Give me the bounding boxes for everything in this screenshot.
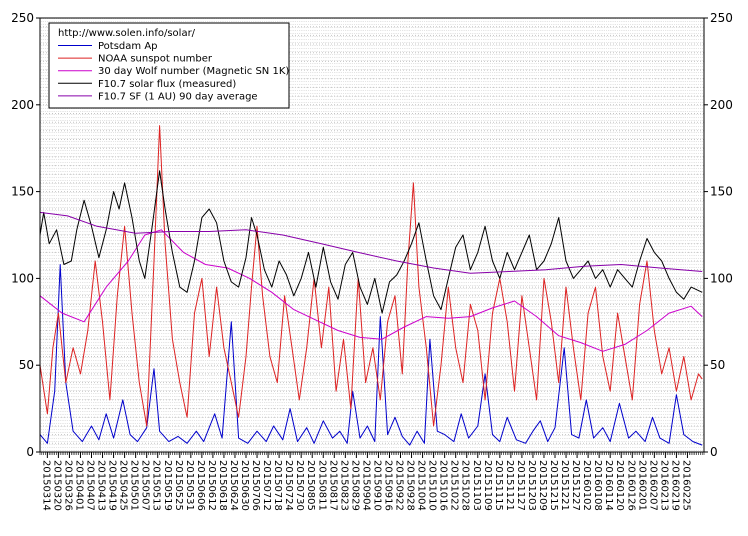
x-tick-label: 20150712: [261, 460, 272, 511]
x-tick-label: 20150425: [118, 460, 129, 511]
x-tick-label: 20160219: [669, 460, 680, 511]
x-tick-label: 20150401: [74, 460, 85, 511]
legend-label: NOAA sunspot number: [98, 54, 213, 65]
x-tick-label: 20151215: [548, 460, 559, 511]
x-tick-label: 20151004: [416, 460, 427, 511]
y-tick-label-right: 0: [710, 445, 718, 459]
x-tick-label: 20150407: [85, 460, 96, 511]
legend-label: 30 day Wolf number (Magnetic SN 1K): [98, 66, 289, 77]
x-tick-label: 20151109: [482, 460, 493, 511]
x-tick-label: 20150519: [162, 460, 173, 511]
x-tick-label: 20160102: [581, 460, 592, 511]
x-tick-label: 20150910: [371, 460, 382, 511]
x-tick-label: 20150618: [217, 460, 228, 511]
x-tick-label: 20150706: [250, 460, 261, 511]
legend: http://www.solen.info/solar/ Potsdam Ap N…: [48, 22, 290, 109]
x-tick-label: 20160114: [603, 460, 614, 511]
legend-box: [48, 22, 290, 109]
x-tick-label: 20150922: [394, 460, 405, 511]
x-tick-label: 20160201: [636, 460, 647, 511]
x-tick-label: 20160207: [647, 460, 658, 511]
x-tick-label: 20151028: [460, 460, 471, 511]
x-tick-label: 20151209: [537, 460, 548, 511]
x-tick-label: 20150531: [184, 460, 195, 511]
x-tick-label: 20150811: [316, 460, 327, 511]
series-line-4: [39, 211, 703, 274]
x-tick-label: 20151203: [526, 460, 537, 511]
x-tick-label: 20151221: [559, 460, 570, 511]
x-tick-label: 20150718: [272, 460, 283, 511]
y-tick-label-right: 200: [710, 98, 733, 112]
x-tick-label: 20151016: [438, 460, 449, 511]
x-tick-label: 20150817: [327, 460, 338, 511]
x-tick-label: 20160225: [680, 460, 691, 511]
x-tick-label: 20150624: [228, 460, 239, 511]
x-tick-label: 20150507: [140, 460, 151, 511]
x-tick-label: 20150612: [206, 460, 217, 511]
x-tick-label: 20151010: [427, 460, 438, 511]
x-tick-label: 20160120: [614, 460, 625, 511]
x-tick-label: 20150606: [195, 460, 206, 511]
legend-label: F10.7 solar flux (measured): [98, 79, 236, 90]
x-tick-label: 20160213: [658, 460, 669, 511]
y-tick-label: 200: [11, 98, 34, 112]
x-tick-label: 20150823: [338, 460, 349, 511]
x-tick-label: 20151227: [570, 460, 581, 511]
x-tick-label: 20150730: [294, 460, 305, 511]
x-tick-label: 20150525: [173, 460, 184, 511]
x-tick-label: 20151115: [493, 460, 504, 511]
legend-label: F10.7 SF (1 AU) 90 day average: [98, 91, 258, 102]
x-tick-label: 20151121: [504, 460, 515, 511]
x-tick-label: 20150413: [96, 460, 107, 511]
x-tick-label: 20150326: [62, 460, 73, 511]
x-tick-label: 20150320: [51, 460, 62, 511]
x-tick-label: 20150916: [383, 460, 394, 511]
x-tick-label: 20150630: [239, 460, 250, 511]
x-tick-label: 20150513: [151, 460, 162, 511]
legend-label: Potsdam Ap: [98, 41, 158, 52]
x-axis: 20150314 20150320 20150326 20150401 20150407…: [39, 452, 705, 511]
y-tick-label: 0: [26, 445, 34, 459]
y-tick-label: 50: [19, 358, 34, 372]
series-lines: [39, 125, 703, 446]
series-line-3: [39, 170, 703, 314]
x-tick-label: 20150314: [40, 460, 51, 511]
x-tick-label: 20151127: [515, 460, 526, 511]
series-line-2: [39, 229, 703, 352]
x-tick-label: 20150904: [360, 460, 371, 511]
x-tick-label: 20150419: [107, 460, 118, 511]
x-tick-label: 20150805: [305, 460, 316, 511]
legend-header: http://www.solen.info/solar/: [58, 28, 196, 39]
series-line-0: [39, 264, 703, 446]
y-tick-label: 150: [11, 185, 34, 199]
y-tick-label-right: 50: [710, 358, 725, 372]
plot-frame: [39, 17, 705, 453]
x-tick-label: 20151103: [471, 460, 482, 511]
x-tick-label: 20160126: [625, 460, 636, 511]
x-tick-label: 20150928: [405, 460, 416, 511]
y-tick-label-right: 250: [710, 11, 733, 25]
y-axis-left: 0 50 100 150 200 250: [11, 11, 40, 459]
x-tick-label: 20151022: [449, 460, 460, 511]
y-axis-right: 0 50 100 150 200 250: [704, 11, 733, 459]
x-tick-label: 20150724: [283, 460, 294, 511]
y-tick-label-right: 150: [710, 185, 733, 199]
y-tick-label: 100: [11, 271, 34, 285]
x-tick-label: 20150829: [349, 460, 360, 511]
series-line-1: [39, 125, 703, 427]
x-tick-label: 20150501: [129, 460, 140, 511]
y-tick-label: 250: [11, 11, 34, 25]
y-tick-label-right: 100: [710, 271, 733, 285]
x-tick-label: 20160108: [592, 460, 603, 511]
